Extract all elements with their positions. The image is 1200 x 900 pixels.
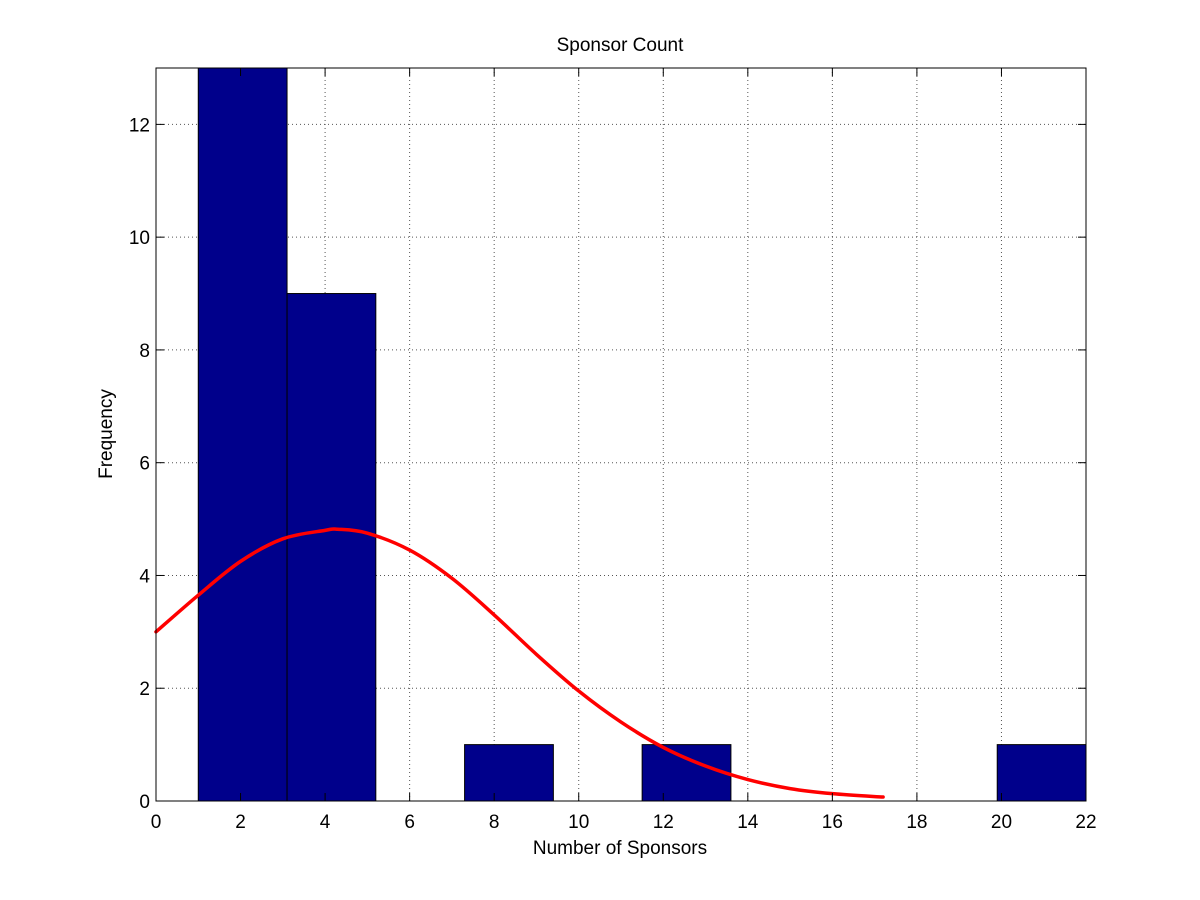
fit-curve	[154, 527, 885, 799]
chart-title: Sponsor Count	[557, 35, 684, 56]
x-tick-label: 16	[822, 812, 843, 833]
x-tick-label: 6	[404, 812, 415, 833]
histogram-bars	[197, 67, 1087, 802]
x-tick-label: 22	[1075, 812, 1096, 833]
histogram-bar	[286, 293, 377, 802]
y-tick-label: 2	[139, 679, 150, 700]
x-tick-label: 10	[568, 812, 589, 833]
x-tick-label: 4	[320, 812, 331, 833]
histogram-bar	[996, 744, 1087, 802]
y-tick-label: 4	[139, 566, 150, 587]
tick-marks	[155, 68, 1087, 802]
histogram-bar	[641, 744, 732, 802]
x-tick-label: 14	[737, 812, 759, 833]
y-tick-label: 12	[129, 115, 150, 136]
y-axis-label: Frequency	[96, 389, 117, 479]
x-tick-label: 8	[489, 812, 500, 833]
axes-frame	[155, 67, 1087, 802]
x-tick-label: 2	[235, 812, 246, 833]
fit-curve-layer	[154, 527, 885, 799]
histogram-bar	[464, 744, 554, 802]
x-tick-label: 18	[906, 812, 927, 833]
x-tick-label: 0	[151, 812, 162, 833]
y-tick-label: 0	[139, 792, 150, 813]
x-tick-label: 20	[991, 812, 1012, 833]
y-tick-label: 8	[139, 341, 150, 362]
histogram-bar	[197, 67, 288, 802]
x-axis-label: Number of Sponsors	[533, 838, 707, 859]
plot-frame	[155, 67, 1087, 802]
tick-labels: 0 2 4 6 8 10 12 14 16 18 20 22 0 2 4 6 8 10 12	[129, 115, 1097, 833]
x-tick-label: 12	[653, 812, 674, 833]
y-tick-label: 6	[139, 454, 150, 475]
y-tick-label: 10	[129, 228, 150, 249]
grid-lines	[156, 68, 1086, 801]
